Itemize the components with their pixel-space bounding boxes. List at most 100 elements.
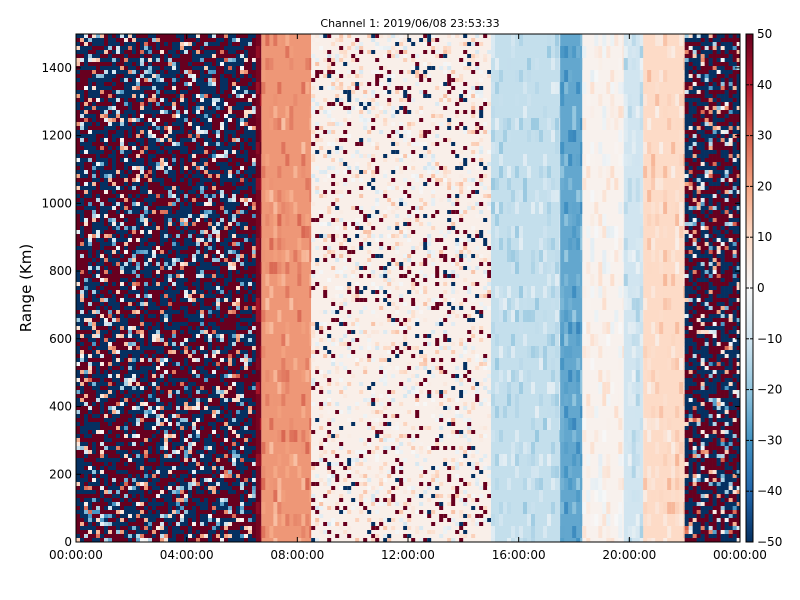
heatmap-cell (224, 246, 229, 251)
heatmap-cell (176, 42, 181, 47)
heatmap-cell (84, 202, 89, 207)
heatmap-cell (216, 210, 221, 215)
heatmap-cell (180, 302, 185, 307)
heatmap-cell (172, 306, 177, 311)
heatmap-cell (124, 98, 129, 103)
heatmap-cell (184, 370, 189, 375)
heatmap-cell (104, 106, 109, 111)
heatmap-cell (184, 518, 189, 523)
heatmap-cell (88, 190, 93, 195)
heatmap-cell (224, 134, 229, 139)
heatmap-cell (116, 122, 121, 127)
heatmap-cell (140, 78, 145, 83)
heatmap-cell (80, 426, 85, 431)
heatmap-cell (136, 170, 141, 175)
heatmap-cell (200, 510, 205, 515)
heatmap-cell (148, 446, 153, 451)
heatmap-cell (180, 106, 185, 111)
heatmap-cell (188, 534, 193, 539)
heatmap-cell (148, 58, 153, 63)
heatmap-cell (132, 126, 137, 131)
heatmap-cell (196, 446, 201, 451)
heatmap-cell (80, 482, 85, 487)
heatmap-cell (232, 58, 237, 63)
heatmap-cell (76, 150, 81, 155)
heatmap-cell (144, 122, 149, 127)
heatmap-cell (168, 242, 173, 247)
heatmap-cell (216, 498, 221, 503)
heatmap-cell (188, 66, 193, 71)
heatmap-cell (160, 258, 165, 263)
heatmap-cell (208, 414, 213, 419)
heatmap-cell (220, 418, 225, 423)
heatmap-cell (220, 122, 225, 127)
heatmap-cell (96, 370, 101, 375)
heatmap-cell (204, 42, 209, 47)
heatmap-cell (100, 382, 105, 387)
heatmap-cell (168, 222, 173, 227)
heatmap-cell (188, 278, 193, 283)
heatmap-cell (128, 422, 133, 427)
heatmap-cell (124, 338, 129, 343)
heatmap-cell (152, 258, 157, 263)
heatmap-cell (164, 102, 169, 107)
heatmap-cell (160, 434, 165, 439)
heatmap-cell (96, 514, 101, 519)
heatmap-cell (168, 534, 173, 539)
heatmap-cell (212, 174, 217, 179)
heatmap-cell (220, 294, 225, 299)
heatmap-cell (200, 238, 205, 243)
heatmap-cell (88, 434, 93, 439)
heatmap-cell (128, 538, 133, 542)
heatmap-cell (132, 194, 137, 199)
heatmap-cell (100, 334, 105, 339)
heatmap-cell (216, 126, 221, 131)
heatmap-cell (208, 466, 213, 471)
heatmap-cell (84, 334, 89, 339)
heatmap-cell (120, 150, 125, 155)
heatmap-cell (156, 466, 161, 471)
heatmap-cell (192, 58, 197, 63)
heatmap-cell (172, 218, 177, 223)
heatmap-cell (92, 262, 97, 267)
heatmap-cell (116, 294, 121, 299)
heatmap-cell (164, 370, 169, 375)
heatmap-cell (100, 338, 105, 343)
heatmap-cell (128, 122, 133, 127)
heatmap-cell (220, 414, 225, 419)
heatmap-cell (200, 314, 205, 319)
heatmap-cell (232, 94, 237, 99)
heatmap-cell (180, 322, 185, 327)
heatmap-cell (120, 94, 125, 99)
heatmap-cell (84, 150, 89, 155)
heatmap-cell (136, 366, 141, 371)
heatmap-cell (160, 170, 165, 175)
heatmap-cell (100, 350, 105, 355)
heatmap-cell (124, 278, 129, 283)
heatmap-cell (136, 230, 141, 235)
heatmap-cell (204, 414, 209, 419)
heatmap-cell (96, 366, 101, 371)
heatmap-cell (196, 302, 201, 307)
heatmap-cell (180, 158, 185, 163)
heatmap-cell (88, 182, 93, 187)
heatmap-cell (192, 218, 197, 223)
heatmap-cell (136, 126, 141, 131)
heatmap-cell (180, 530, 185, 535)
heatmap-cell (152, 418, 157, 423)
heatmap-cell (156, 490, 161, 495)
heatmap-cell (124, 194, 129, 199)
heatmap-cell (136, 534, 141, 539)
heatmap-cell (232, 62, 237, 67)
heatmap-cell (184, 198, 189, 203)
heatmap-cell (120, 386, 125, 391)
heatmap-cell (96, 322, 101, 327)
heatmap-cell (228, 162, 233, 167)
heatmap-cell (184, 462, 189, 467)
heatmap-cell (172, 170, 177, 175)
heatmap-cell (84, 370, 89, 375)
heatmap-cell (96, 518, 101, 523)
heatmap-cell (80, 330, 85, 335)
heatmap-cell (168, 146, 173, 151)
heatmap-cell (204, 222, 209, 227)
